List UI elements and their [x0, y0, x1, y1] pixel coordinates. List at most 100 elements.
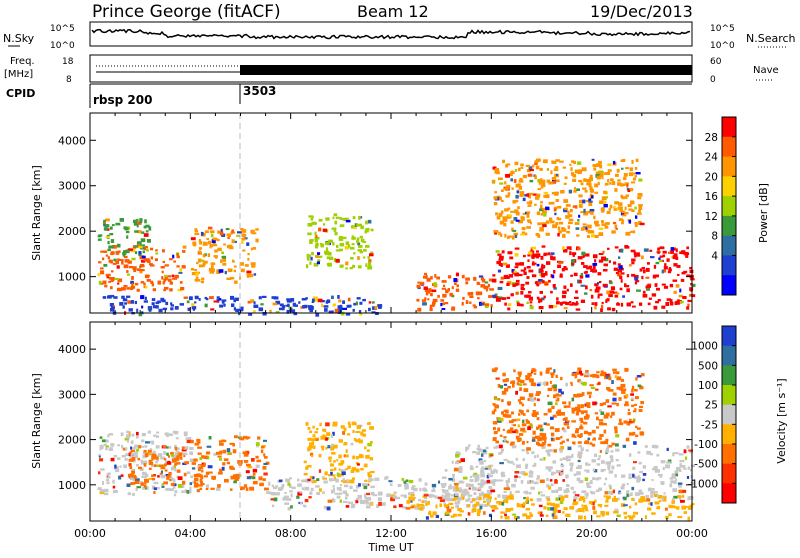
heatmap-cell [353, 252, 356, 255]
heatmap-cell [612, 489, 615, 494]
heatmap-cell [630, 492, 633, 496]
heatmap-cell [541, 183, 546, 188]
heatmap-cell [656, 287, 660, 291]
heatmap-cell [340, 311, 345, 316]
heatmap-cell [103, 488, 109, 492]
heatmap-cell [363, 485, 368, 490]
heatmap-cell [467, 292, 473, 296]
heatmap-cell [153, 481, 159, 485]
heatmap-cell [157, 475, 160, 478]
heatmap-cell [528, 166, 533, 170]
heatmap-cell [642, 473, 647, 476]
heatmap-cell [600, 460, 605, 464]
heatmap-cell [605, 511, 610, 516]
heatmap-cell [284, 491, 287, 494]
heatmap-cell [355, 461, 359, 465]
heatmap-cell [324, 471, 328, 476]
heatmap-cell [658, 469, 660, 473]
heatmap-cell [369, 253, 374, 257]
heatmap-cell [131, 456, 136, 461]
heatmap-cell [556, 397, 560, 400]
heatmap-cell [626, 483, 629, 486]
heatmap-cell [196, 279, 201, 282]
heatmap-cell [614, 430, 618, 434]
heatmap-cell [653, 305, 658, 310]
heatmap-cell [503, 437, 506, 442]
heatmap-cell [522, 502, 526, 506]
heatmap-cell [320, 445, 325, 448]
heatmap-cell [600, 370, 604, 374]
heatmap-cell [525, 164, 531, 168]
heatmap-cell [566, 231, 570, 234]
heatmap-cell [609, 455, 614, 459]
heatmap-cell [673, 475, 676, 479]
heatmap-cell [216, 451, 221, 455]
heatmap-cell [529, 397, 535, 402]
heatmap-cell [512, 463, 515, 466]
heatmap-cell [630, 393, 634, 396]
heatmap-cell [638, 461, 642, 465]
heatmap-cell [212, 237, 217, 241]
heatmap-cell [580, 211, 584, 214]
power-colorbar-swatch [722, 215, 736, 237]
heatmap-cell [403, 483, 409, 487]
heatmap-cell [526, 496, 529, 501]
heatmap-cell [367, 422, 370, 425]
heatmap-cell [626, 183, 629, 188]
heatmap-cell [241, 240, 244, 244]
heatmap-cell [598, 419, 604, 422]
heatmap-cell [440, 302, 443, 307]
heatmap-cell [99, 436, 103, 439]
heatmap-cell [171, 274, 175, 278]
heatmap-cell [613, 495, 616, 499]
heatmap-cell [193, 473, 198, 478]
heatmap-cell [320, 243, 325, 248]
heatmap-cell [363, 464, 368, 467]
heatmap-cell [529, 514, 533, 518]
heatmap-cell [505, 194, 510, 198]
heatmap-cell [614, 426, 618, 430]
heatmap-cell [501, 250, 505, 254]
heatmap-cell [120, 432, 124, 437]
heatmap-cell [123, 464, 127, 469]
heatmap-cell [631, 258, 636, 262]
heatmap-cell [264, 456, 268, 459]
heatmap-cell [491, 278, 497, 283]
heatmap-cell [511, 187, 514, 190]
heatmap-cell [392, 495, 397, 499]
heatmap-cell [497, 427, 501, 432]
heatmap-cell [536, 193, 541, 198]
heatmap-cell [146, 279, 151, 282]
heatmap-cell [318, 255, 323, 258]
heatmap-cell [247, 257, 250, 261]
heatmap-cell [98, 453, 101, 457]
heatmap-cell [352, 216, 356, 220]
heatmap-cell [360, 467, 364, 471]
heatmap-cell [147, 449, 152, 453]
heatmap-cell [112, 262, 117, 265]
heatmap-cell [691, 464, 696, 468]
heatmap-cell [540, 255, 544, 260]
heatmap-cell [130, 287, 134, 290]
heatmap-cell [592, 505, 596, 510]
heatmap-cell [308, 447, 312, 451]
heatmap-cell [184, 461, 189, 465]
heatmap-cell [329, 459, 332, 463]
heatmap-cell [639, 470, 643, 474]
heatmap-cell [150, 247, 154, 251]
heatmap-cell [563, 429, 567, 433]
heatmap-cell [203, 455, 208, 459]
heatmap-cell [197, 250, 201, 254]
heatmap-cell [202, 241, 208, 246]
heatmap-cell [537, 222, 542, 226]
heatmap-cell [474, 487, 478, 491]
power-colorbar-label: 16 [705, 191, 719, 203]
heatmap-cell [583, 515, 587, 520]
heatmap-cell [113, 296, 118, 299]
heatmap-cell [155, 445, 160, 449]
heatmap-cell [202, 253, 206, 258]
heatmap-cell [565, 204, 571, 207]
heatmap-cell [607, 405, 612, 408]
heatmap-cell [618, 422, 623, 425]
heatmap-cell [634, 255, 637, 258]
